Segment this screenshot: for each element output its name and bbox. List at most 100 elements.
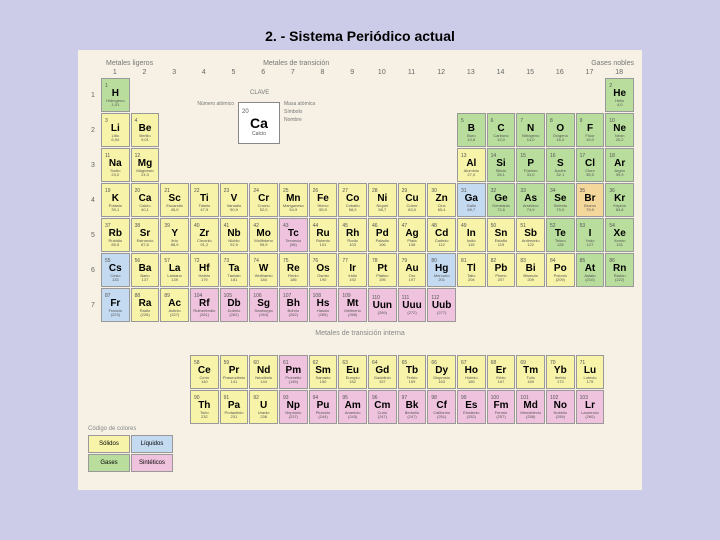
element-cell: 73TaTántalo181 <box>220 253 249 287</box>
element-cell: 10NeNeón20,2 <box>605 113 634 147</box>
atomic-mass: 85,5 <box>111 243 119 247</box>
atomic-mass: 52,0 <box>260 208 268 212</box>
element-cell: 57LaLantano139 <box>160 253 189 287</box>
empty-cell <box>576 78 605 112</box>
element-cell: 56BaBario137 <box>131 253 160 287</box>
key-symbol: Ca <box>250 115 268 131</box>
element-cell: 19KPotasio39,1 <box>101 183 130 217</box>
atomic-mass: 24,3 <box>141 173 149 177</box>
element-cell: 35BrBromo79,9 <box>576 183 605 217</box>
atomic-mass: 139 <box>171 278 178 282</box>
element-cell: 103LrLaurencio(260) <box>576 390 605 424</box>
atomic-number: 2 <box>609 83 612 89</box>
inner-transition-label: Metales de transición interna <box>86 330 634 337</box>
element-cell: 61PmPrometio(145) <box>279 355 308 389</box>
atomic-mass: 184 <box>260 278 267 282</box>
element-cell: 99EsEinstenio(252) <box>457 390 486 424</box>
element-cell: 101MdMendelevio(258) <box>516 390 545 424</box>
atomic-mass: (261) <box>200 313 209 317</box>
empty-cell <box>398 148 427 182</box>
atomic-mass: (226) <box>140 313 149 317</box>
atomic-mass: (247) <box>407 415 416 419</box>
color-legend: Código de colores SólidosLíquidosGasesSi… <box>88 426 173 472</box>
atomic-mass: 19,0 <box>586 138 594 142</box>
atomic-mass: 47,9 <box>200 208 208 212</box>
atomic-mass: 207 <box>498 278 505 282</box>
atomic-mass: 45,0 <box>171 208 179 212</box>
empty-cell <box>487 288 516 322</box>
atomic-number: 1 <box>105 83 108 89</box>
empty-cell <box>516 288 545 322</box>
group-header: 3 <box>159 69 189 76</box>
group-header: 4 <box>189 69 219 76</box>
element-cell: 95AmAmericio(243) <box>338 390 367 424</box>
atomic-mass: 141 <box>231 380 238 384</box>
element-cell: 62SmSamario150 <box>309 355 338 389</box>
group-header: 11 <box>397 69 427 76</box>
element-cell: 11NaSodio23,0 <box>101 148 130 182</box>
atomic-mass: 31,0 <box>527 173 535 177</box>
page-title: 2. - Sistema Periódico actual <box>0 0 720 50</box>
element-cell: 85AtAstato(210) <box>576 253 605 287</box>
empty-cell <box>398 78 427 112</box>
element-cell: 20CaCalcio40,1 <box>131 183 160 217</box>
element-cell: 9FFlúor19,0 <box>576 113 605 147</box>
atomic-mass: 186 <box>290 278 297 282</box>
period-label: 7 <box>86 288 100 322</box>
element-cell: 63EuEuropio152 <box>338 355 367 389</box>
group-header: 7 <box>278 69 308 76</box>
atomic-mass: 144 <box>260 380 267 384</box>
element-cell: 84PoPolonio(209) <box>546 253 575 287</box>
element-cell: 67HoHolmio165 <box>457 355 486 389</box>
atomic-mass: 58,7 <box>378 208 386 212</box>
element-cell: 55CsCesio133 <box>101 253 130 287</box>
empty-cell <box>398 113 427 147</box>
element-cell: 3LiLitio6,94 <box>101 113 130 147</box>
element-cell: 34SeSelenio79,0 <box>546 183 575 217</box>
atomic-mass: 127 <box>587 243 594 247</box>
group-header: 2 <box>130 69 160 76</box>
element-cell: 6CCarbono12,0 <box>487 113 516 147</box>
element-cell: 74WWolframio184 <box>249 253 278 287</box>
legend-cell: Líquidos <box>131 435 173 453</box>
atomic-mass: 39,9 <box>616 173 624 177</box>
atomic-mass: (251) <box>437 415 446 419</box>
atomic-mass: 165 <box>468 380 475 384</box>
atomic-mass: 72,6 <box>497 208 505 212</box>
element-cell: 25MnManganeso54,9 <box>279 183 308 217</box>
group-header: 17 <box>575 69 605 76</box>
atomic-number: 9 <box>580 118 583 124</box>
atomic-mass: 63,5 <box>408 208 416 212</box>
empty-cell <box>576 288 605 322</box>
element-cell: 72HfHafnio179 <box>190 253 219 287</box>
atomic-mass: (222) <box>615 278 624 282</box>
atomic-mass: (262) <box>229 313 238 317</box>
atomic-mass: (266) <box>348 313 357 317</box>
main-grid: 11HHidrógeno1,012HeHelio4,023LiLitio6,94… <box>86 78 634 322</box>
empty-cell <box>160 148 189 182</box>
element-cell: 37RbRubidio85,5 <box>101 218 130 252</box>
atomic-mass: 108 <box>409 243 416 247</box>
atomic-mass: 50,9 <box>230 208 238 212</box>
atomic-mass: 106 <box>379 243 386 247</box>
atomic-mass: 163 <box>438 380 445 384</box>
atomic-mass: 95,9 <box>260 243 268 247</box>
atomic-mass: 122 <box>527 243 534 247</box>
element-cell: 48CdCadmio112 <box>427 218 456 252</box>
atomic-mass: 35,5 <box>586 173 594 177</box>
atomic-mass: 79,0 <box>556 208 564 212</box>
element-cell: 104RfRutherfordio(261) <box>190 288 219 322</box>
element-cell: 78PtPlatino195 <box>368 253 397 287</box>
group-headers: 123456789101112131415161718 <box>86 69 634 76</box>
key-labels-left: Número atómico <box>190 100 234 108</box>
group-header: 18 <box>604 69 634 76</box>
atomic-mass: 140 <box>201 380 208 384</box>
element-cell: 47AgPlata108 <box>398 218 427 252</box>
empty-cell <box>368 113 397 147</box>
empty-cell <box>427 78 456 112</box>
atomic-mass: (247) <box>378 415 387 419</box>
atomic-mass: 128 <box>557 243 564 247</box>
empty-cell <box>427 148 456 182</box>
period-label: 2 <box>86 113 100 147</box>
empty-cell <box>368 148 397 182</box>
